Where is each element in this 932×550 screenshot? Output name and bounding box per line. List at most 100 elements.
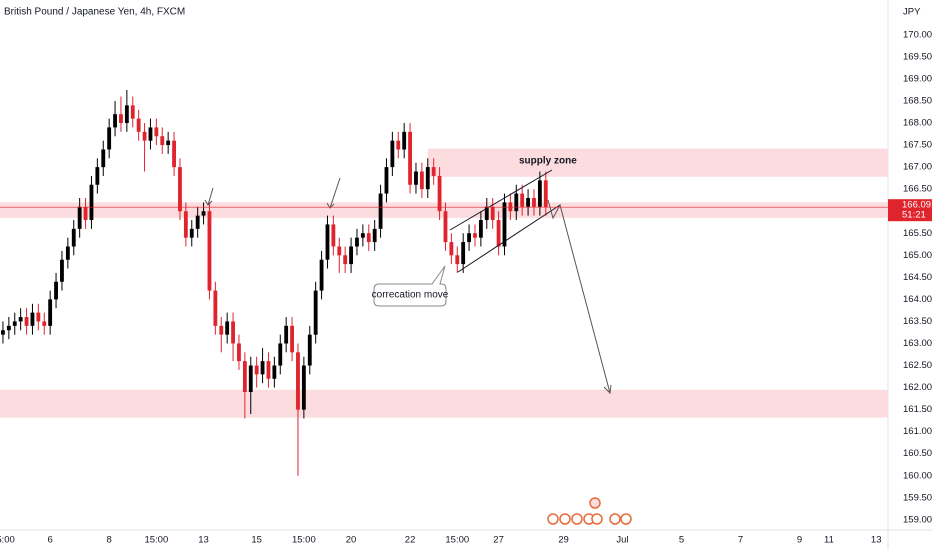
candle-body	[260, 361, 265, 375]
candle-body	[284, 325, 289, 344]
candle-body	[502, 202, 507, 247]
currency-label: JPY	[903, 7, 921, 18]
candle-body	[384, 167, 389, 194]
candle-body	[65, 246, 70, 260]
x-tick-label: 15:00	[144, 535, 168, 546]
callout-box	[373, 265, 447, 307]
arrow-head	[603, 384, 612, 395]
candle-body	[372, 228, 377, 243]
candle-body	[425, 167, 430, 190]
x-tick-label: 15:00	[292, 535, 316, 546]
candle-body	[526, 197, 530, 207]
candle-body	[355, 237, 359, 247]
candle-body	[213, 290, 218, 326]
candle-body	[290, 325, 294, 353]
candle-body	[443, 211, 448, 243]
y-tick-label: 168.000	[903, 118, 932, 129]
candle-body	[30, 312, 35, 326]
candle-body	[148, 127, 153, 141]
candle-body	[337, 246, 342, 256]
candle-body	[119, 114, 123, 124]
channel-line	[457, 204, 561, 273]
candle-body	[490, 206, 495, 221]
candle-body	[520, 193, 525, 207]
candle-body	[183, 211, 188, 238]
y-tick-label: 167.500	[903, 140, 932, 151]
candle-body	[473, 233, 477, 238]
candle-body	[366, 233, 371, 243]
candle-body	[301, 365, 306, 410]
candle-body	[83, 206, 88, 221]
candle-body	[402, 131, 407, 150]
x-tick-label: 15:00	[0, 535, 15, 546]
x-tick-label: 9	[797, 535, 802, 546]
y-tick-label: 163.000	[903, 338, 932, 349]
x-tick-label: 8	[107, 535, 112, 546]
candle-body	[431, 167, 436, 176]
x-tick-label: 29	[558, 535, 569, 546]
y-tick-label: 169.000	[903, 73, 932, 84]
x-tick-label: 22	[405, 535, 416, 546]
candle-body	[89, 184, 94, 221]
pointer-arrow	[329, 177, 341, 209]
x-tick-label: 20	[346, 535, 357, 546]
candle-body	[101, 149, 106, 168]
candle-body	[172, 140, 176, 168]
candle-body	[219, 325, 224, 335]
candle-body	[307, 334, 312, 366]
candle-body	[95, 167, 100, 185]
arrow-head	[204, 199, 213, 206]
candle-body	[71, 228, 76, 247]
candle-body	[419, 171, 424, 190]
x-tick-label: 15:00	[445, 535, 469, 546]
x-tick-label: Jul	[616, 535, 628, 546]
candle-body	[60, 259, 64, 282]
candle-body	[543, 180, 548, 208]
candle-body	[242, 361, 247, 392]
y-tick-label: 163.500	[903, 316, 932, 327]
x-tick-label: 7	[738, 535, 743, 546]
candle-body	[178, 167, 182, 212]
candle-body	[455, 255, 460, 265]
y-tick-label: 161.000	[903, 426, 932, 437]
candle-body	[484, 206, 489, 221]
candle-body	[325, 224, 330, 260]
x-tick-label: 6	[48, 535, 53, 546]
x-tick-label: 13	[871, 535, 882, 546]
x-tick-label: 13	[198, 535, 209, 546]
candle-body	[296, 352, 300, 410]
candle-body	[201, 211, 206, 216]
y-tick-label: 159.000	[903, 514, 932, 525]
candle-body	[496, 220, 501, 247]
countdown: 51:21	[902, 210, 926, 221]
zone	[427, 148, 888, 177]
candle-body	[343, 255, 348, 265]
annotation: correcation move	[372, 290, 449, 301]
zone	[0, 389, 888, 418]
y-tick-label: 168.500	[903, 95, 932, 106]
y-tick-label: 169.500	[903, 51, 932, 62]
candle-body	[24, 317, 29, 326]
candle-body	[254, 365, 259, 375]
candle-body	[478, 220, 483, 238]
candle-body	[349, 246, 353, 265]
price-tag-label: 166.091	[902, 200, 932, 211]
arrow-head	[326, 202, 335, 209]
candle-body	[237, 343, 241, 362]
candle-body	[207, 211, 212, 291]
candle-body	[461, 242, 466, 265]
candle-body	[231, 321, 235, 344]
candle-body	[390, 140, 395, 168]
x-tick-label: 15	[251, 535, 262, 546]
channel-line	[449, 169, 553, 231]
candle-body	[508, 202, 513, 212]
candle-body	[54, 281, 58, 300]
candle-body	[154, 127, 159, 137]
candle-body	[408, 131, 412, 185]
candle-body	[396, 140, 401, 150]
candle-body	[331, 224, 336, 247]
candle-body	[113, 114, 117, 128]
candle-body	[160, 136, 165, 146]
candle-body	[272, 365, 277, 379]
